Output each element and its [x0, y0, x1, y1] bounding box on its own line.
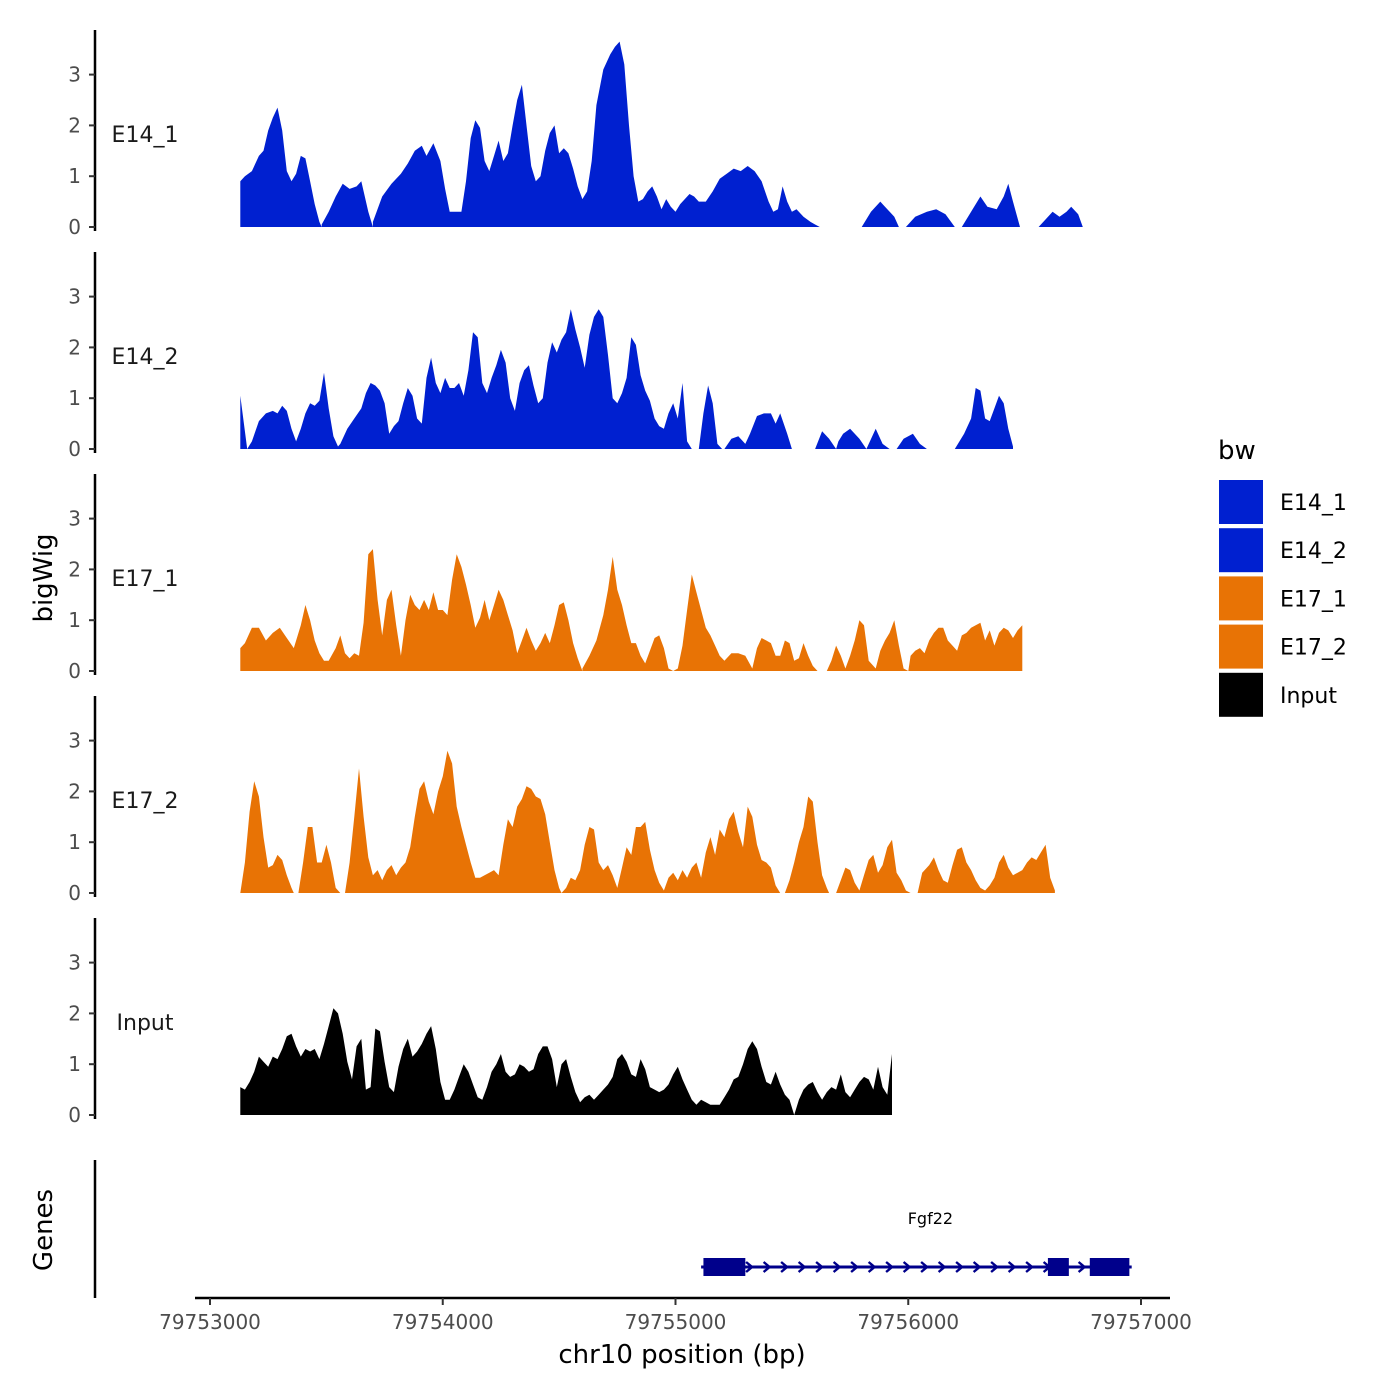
legend-swatch	[1219, 480, 1263, 524]
coverage-area-e17-2	[240, 750, 1055, 893]
track-label: Input	[117, 1011, 174, 1036]
y-tick-label: 3	[68, 507, 81, 531]
y-tick-label: 1	[68, 164, 81, 188]
legend: bw E14_1 E14_2 E17_1 E17_2 Input	[1218, 436, 1347, 717]
track-label: E14_2	[112, 345, 179, 370]
x-tick-label: 79755000	[625, 1310, 727, 1334]
legend-swatch	[1219, 528, 1263, 573]
y-tick-label: 0	[68, 215, 81, 239]
strand-arrow	[867, 1261, 877, 1273]
strand-arrow	[937, 1261, 947, 1273]
y-tick-label: 2	[68, 779, 81, 803]
y-tick-label: 1	[68, 830, 81, 854]
y-tick-label: 2	[68, 335, 81, 359]
y-tick-label: 1	[68, 1052, 81, 1076]
strand-arrow	[1025, 1261, 1034, 1273]
track-e17-1: 0 1 2 3 E17_1	[68, 474, 1023, 683]
y-tick-label: 2	[68, 557, 81, 581]
strand-arrow	[780, 1261, 789, 1273]
gene-exon	[1089, 1258, 1130, 1276]
y-tick-label: 3	[68, 951, 81, 975]
x-tick-label: 79754000	[392, 1310, 494, 1334]
track-e14-2: 0 1 2 3 E14_2	[68, 252, 1014, 461]
legend-swatch	[1219, 672, 1263, 717]
x-axis: 79753000 79754000 79755000 79756000 79757000	[159, 1296, 1192, 1334]
legend-label: E17_2	[1280, 636, 1347, 661]
y-tick-label: 2	[68, 1001, 81, 1025]
strand-arrow	[850, 1261, 859, 1273]
legend-label: Input	[1280, 684, 1337, 709]
coverage-area-e14-2	[240, 309, 1014, 449]
legend-label: E14_1	[1280, 491, 1347, 516]
strand-arrow	[972, 1261, 982, 1273]
legend-item-e14-1: E14_1	[1219, 480, 1347, 524]
track-label: E17_1	[112, 567, 179, 592]
strand-arrow	[762, 1261, 772, 1273]
legend-item-e17-1: E17_1	[1219, 576, 1347, 621]
legend-swatch	[1219, 576, 1263, 621]
gene-exon	[703, 1258, 746, 1276]
strand-arrow	[920, 1261, 929, 1273]
y-tick-label: 3	[68, 63, 81, 87]
coverage-area-input	[240, 1008, 893, 1115]
track-label: E17_2	[112, 789, 179, 814]
track-input: 0 1 2 3 Input	[68, 918, 893, 1127]
gene-label: Fgf22	[908, 1209, 953, 1228]
y-tick-label: 3	[68, 729, 81, 753]
strand-arrow	[902, 1261, 912, 1273]
coverage-area-e17-1	[240, 549, 1023, 671]
strand-arrow	[815, 1261, 824, 1273]
legend-item-e14-2: E14_2	[1219, 528, 1347, 573]
strand-arrow	[745, 1261, 754, 1273]
strand-arrow	[797, 1261, 807, 1273]
genes-panel: Fgf22	[93, 1160, 1132, 1298]
y-tick-label: 3	[68, 285, 81, 309]
legend-label: E14_2	[1280, 539, 1347, 564]
y-tick-label: 0	[68, 437, 81, 461]
legend-label: E17_1	[1280, 587, 1347, 612]
y-tick-label: 1	[68, 608, 81, 632]
strand-arrow	[1007, 1261, 1017, 1273]
track-e14-1: 0 1 2 3 E14_1	[68, 30, 1083, 239]
x-tick-label: 79753000	[159, 1310, 261, 1334]
strand-arrow	[885, 1261, 894, 1273]
tracks-layer: 0 1 2 3 E14_1 0 1 2 3 E14_2 0 1 2 3 E17_1 0 1 2 3 E17_2 0 1 2 3…	[68, 30, 1083, 1127]
strand-arrow	[1077, 1261, 1087, 1273]
y-tick-label: 2	[68, 113, 81, 137]
legend-item-e17-2: E17_2	[1219, 624, 1347, 669]
strand-arrow	[955, 1261, 964, 1273]
x-tick-label: 79756000	[857, 1310, 959, 1334]
y-tick-label: 0	[68, 1103, 81, 1127]
coverage-area-e14-1	[240, 41, 1083, 227]
legend-title: bw	[1218, 436, 1256, 466]
track-label: E14_1	[112, 123, 179, 148]
genes-axis-title: Genes	[29, 1189, 59, 1271]
x-tick-label: 79757000	[1090, 1310, 1192, 1334]
strand-arrow	[990, 1261, 999, 1273]
y-tick-label: 0	[68, 881, 81, 905]
y-axis-title: bigWig	[29, 533, 59, 622]
legend-item-input: Input	[1219, 672, 1337, 717]
track-e17-2: 0 1 2 3 E17_2	[68, 696, 1055, 905]
y-tick-label: 0	[68, 659, 81, 683]
gene-exon	[1047, 1258, 1069, 1276]
legend-swatch	[1219, 624, 1263, 669]
x-axis-title: chr10 position (bp)	[558, 1340, 805, 1370]
strand-arrow	[832, 1261, 842, 1273]
y-tick-label: 1	[68, 386, 81, 410]
